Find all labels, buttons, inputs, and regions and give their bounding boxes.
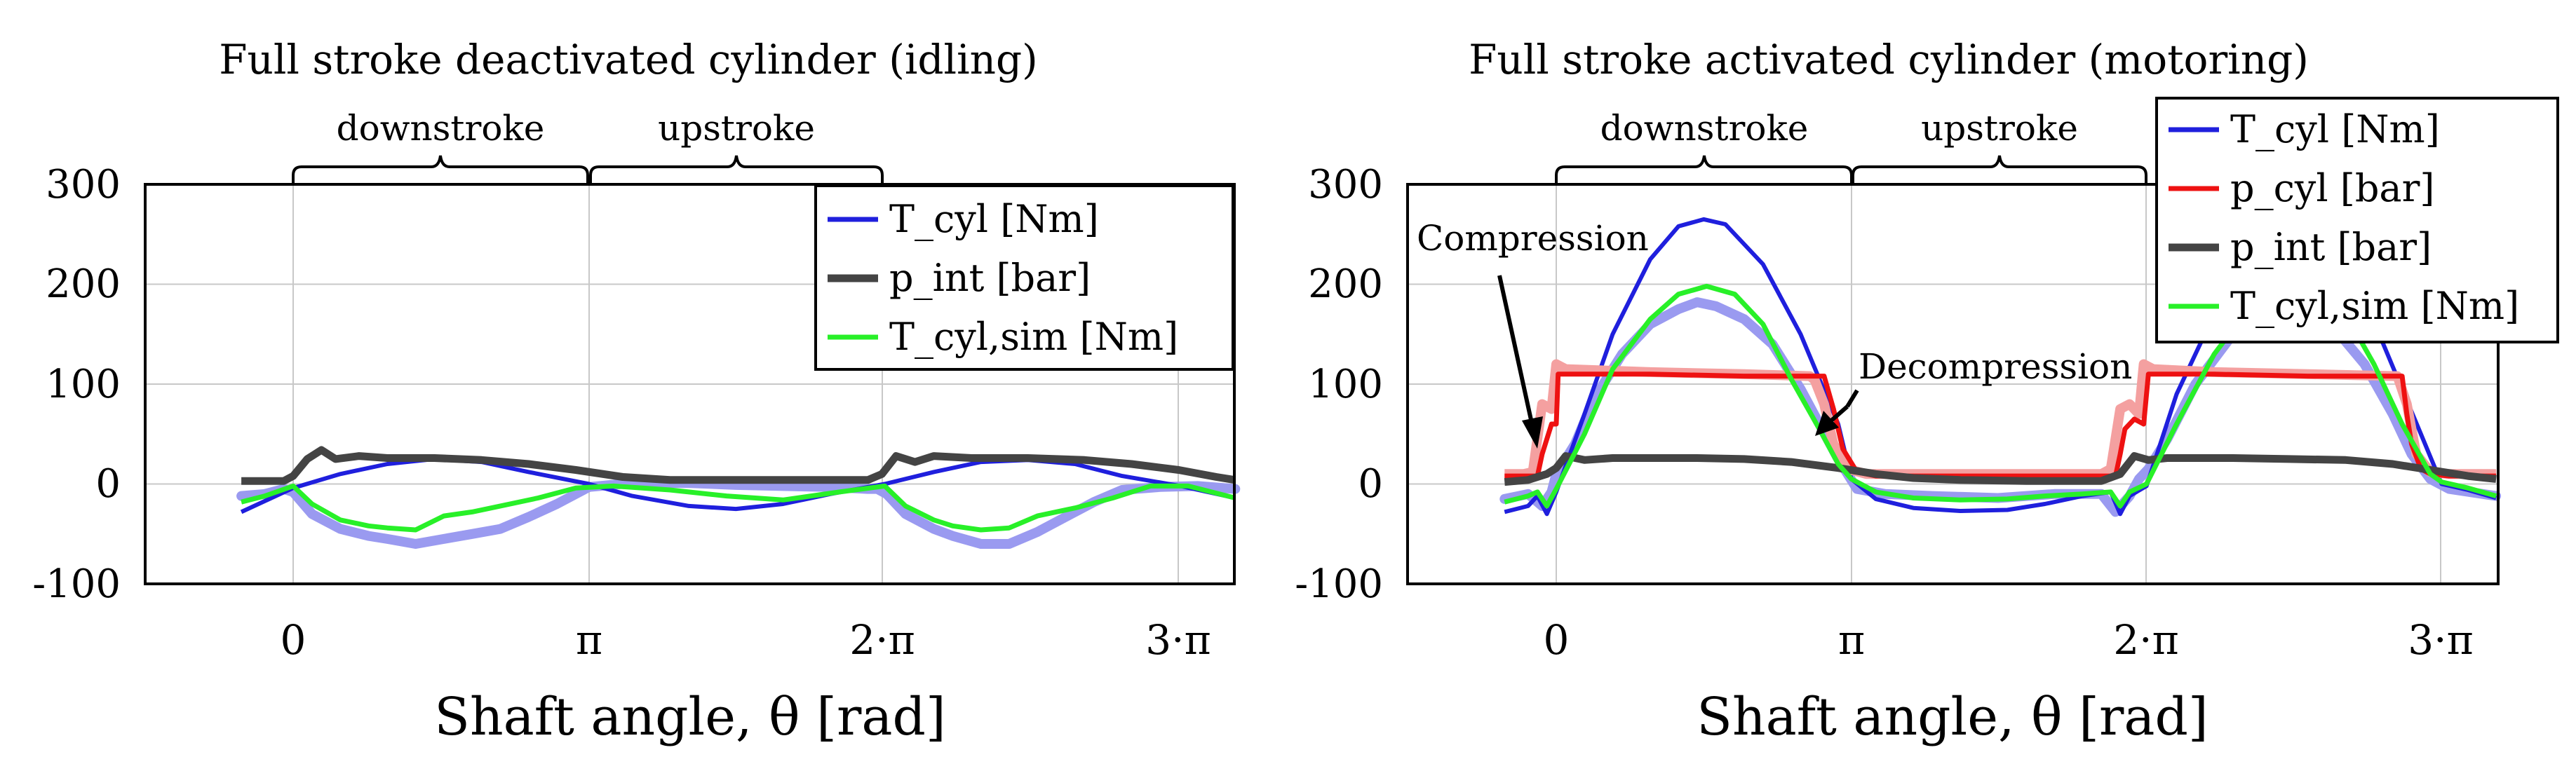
plot-frame	[144, 183, 1236, 585]
y-tick-label: -100	[1295, 561, 1383, 607]
series-layer	[236, 446, 1241, 549]
legend-label-t-cyl-sim: T_cyl,sim [Nm]	[2230, 284, 2519, 328]
x-tick-label: 2·π	[849, 616, 915, 664]
series-line-measured-torque	[236, 478, 1241, 549]
compression-arrow-line	[1497, 275, 1535, 427]
plot-frame	[1406, 183, 2500, 585]
downstroke-brace	[292, 155, 589, 189]
y-tick-label: 200	[1308, 261, 1383, 307]
x-tick-label: π	[1838, 616, 1865, 664]
x-tick-label: 3·π	[2408, 616, 2473, 664]
y-tick-label: -100	[32, 561, 121, 607]
series-line-p-int	[1504, 452, 2497, 486]
legend: T_cyl [Nm] p_int [bar] T_cyl,sim [Nm]	[814, 184, 1234, 371]
x-tick-label: 0	[281, 616, 306, 664]
y-tick-label: 200	[46, 261, 121, 307]
y-tick-label: 100	[1308, 362, 1383, 407]
compression-arrowhead	[1522, 416, 1543, 449]
compression-label: Compression	[1417, 218, 1649, 259]
decompression-arrowhead	[1815, 411, 1839, 436]
legend-label-p-int: p_int [bar]	[2230, 225, 2432, 269]
y-tick-labels: 300 200 100 0 -100	[32, 162, 121, 607]
legend-label-t-cyl-sim: T_cyl,sim [Nm]	[889, 315, 1178, 359]
y-tick-label: 300	[46, 162, 121, 207]
series-line-p-int	[241, 446, 1236, 485]
legend-label-p-int: p_int [bar]	[889, 256, 1091, 300]
chart-title: Full stroke activated cylinder (motoring…	[1469, 36, 2309, 83]
legend-label-p-cyl: p_cyl [bar]	[2230, 166, 2434, 210]
right-panel: Full stroke activated cylinder (motoring…	[1295, 36, 2559, 747]
x-axis-label: Shaft angle, θ [rad]	[434, 687, 945, 747]
downstroke-label: downstroke	[337, 108, 545, 149]
x-tick-labels: 0 π 2·π 3·π	[1544, 616, 2474, 664]
downstroke-label: downstroke	[1600, 108, 1809, 149]
y-tick-labels: 300 200 100 0 -100	[1295, 162, 1383, 607]
upstroke-brace	[589, 155, 884, 189]
left-panel: Full stroke deactivated cylinder (idling…	[32, 36, 1241, 747]
series-line-t-cyl-sim	[241, 483, 1236, 533]
upstroke-label: upstroke	[658, 108, 815, 149]
x-tick-label: 2·π	[2113, 616, 2178, 664]
downstroke-brace	[1555, 155, 1853, 189]
x-axis-label: Shaft angle, θ [rad]	[1697, 687, 2208, 747]
upstroke-brace	[1852, 155, 2147, 189]
y-tick-label: 300	[1308, 162, 1383, 207]
y-tick-label: 0	[95, 461, 121, 507]
legend: T_cyl [Nm] p_cyl [bar] p_int [bar] T_cyl…	[2155, 97, 2559, 343]
legend-label-t-cyl: T_cyl [Nm]	[889, 197, 1099, 241]
x-tick-label: 3·π	[1145, 616, 1211, 664]
x-tick-label: 0	[1544, 616, 1570, 664]
legend-box	[2155, 97, 2559, 343]
chart-title: Full stroke deactivated cylinder (idling…	[219, 36, 1038, 83]
y-tick-label: 0	[1358, 461, 1383, 507]
x-tick-label: π	[576, 616, 602, 664]
decompression-label: Decompression	[1859, 346, 2132, 387]
legend-box	[814, 184, 1234, 371]
x-tick-labels: 0 π 2·π 3·π	[281, 616, 1211, 664]
legend-label-t-cyl: T_cyl [Nm]	[2230, 107, 2440, 151]
upstroke-label: upstroke	[1921, 108, 2078, 149]
decompression-arrow-line	[1845, 389, 1859, 408]
compression-annotation: Compression	[1417, 218, 1649, 449]
decompression-annotation: Decompression	[1815, 346, 2132, 436]
y-tick-label: 100	[46, 362, 121, 407]
